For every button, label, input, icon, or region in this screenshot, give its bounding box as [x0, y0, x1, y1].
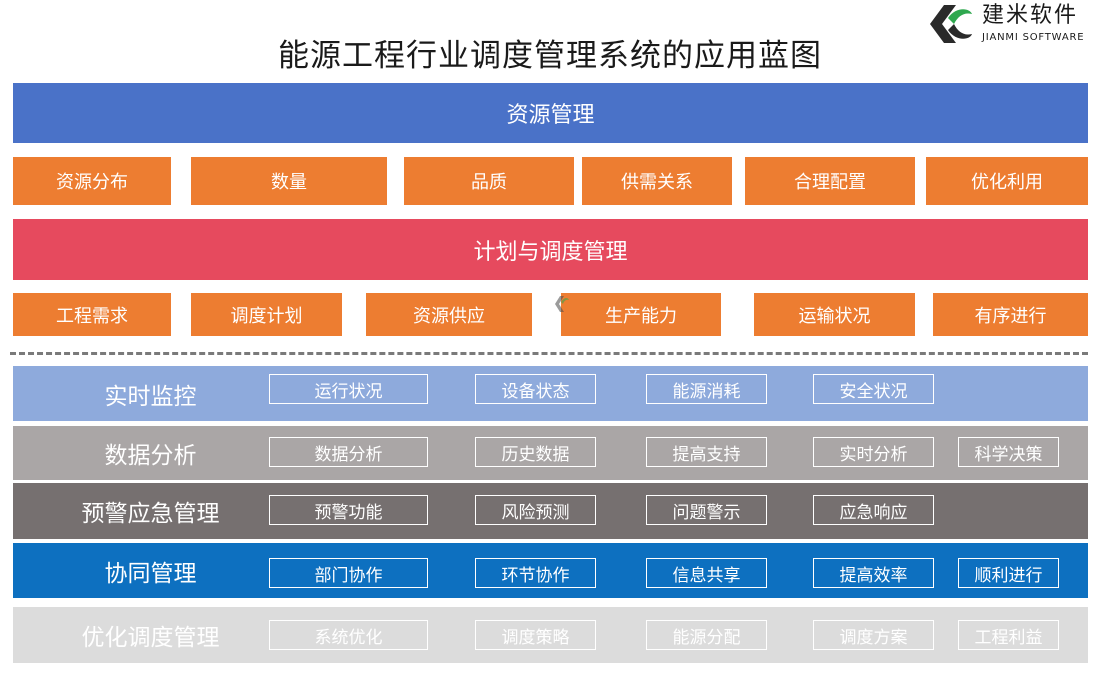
resource-item: 合理配置: [745, 157, 915, 205]
row-item: 历史数据: [475, 437, 596, 467]
row-realtime-monitoring: 实时监控 运行状况 设备状态 能源消耗 安全状况: [13, 366, 1088, 421]
plan-dispatch-bar: 计划与调度管理: [13, 219, 1088, 280]
resource-item: 数量: [191, 157, 387, 205]
watermark: [553, 294, 597, 314]
row-item: 工程利益: [958, 620, 1059, 650]
logo-subtitle: JIANMI SOFTWARE: [982, 32, 1085, 43]
plan-item: 运输状况: [754, 293, 915, 336]
row-item: 设备状态: [475, 374, 596, 404]
plan-item: 生产能力: [561, 293, 721, 336]
jianmi-logo-icon: [930, 5, 972, 43]
row-item: 应急响应: [813, 495, 934, 525]
page-title: 能源工程行业调度管理系统的应用蓝图: [278, 38, 822, 74]
plan-item: 资源供应: [366, 293, 532, 336]
row-item: 预警功能: [269, 495, 428, 525]
resource-management-bar: 资源管理: [13, 83, 1088, 143]
row-optimized-dispatch: 优化调度管理 系统优化 调度策略 能源分配 调度方案 工程利益: [13, 607, 1088, 663]
resource-item: 供需关系: [582, 157, 732, 205]
row-item: 问题警示: [646, 495, 767, 525]
row-label: 优化调度管理: [81, 625, 220, 651]
row-label: 预警应急管理: [81, 501, 220, 527]
row-label: 数据分析: [104, 443, 197, 469]
row-item: 系统优化: [269, 620, 428, 650]
plan-item: 调度计划: [191, 293, 342, 336]
row-label: 协同管理: [104, 560, 197, 587]
resource-item: 资源分布: [13, 157, 171, 205]
plan-item: 工程需求: [13, 293, 171, 336]
row-item: 信息共享: [646, 558, 767, 588]
watermark-logo-icon: [555, 296, 569, 312]
row-item: 科学决策: [958, 437, 1059, 467]
row-item: 调度方案: [813, 620, 934, 650]
row-item: 调度策略: [475, 620, 596, 650]
row-label: 实时监控: [104, 383, 197, 410]
row-warning-emergency: 预警应急管理 预警功能 风险预测 问题警示 应急响应: [13, 483, 1088, 539]
row-item: 提高效率: [813, 558, 934, 588]
row-item: 环节协作: [475, 558, 596, 588]
row-item: 部门协作: [269, 558, 428, 588]
brand-logo: 建米软件 JIANMI SOFTWARE: [926, 2, 1098, 46]
row-item: 提高支持: [646, 437, 767, 467]
plan-item: 有序进行: [933, 293, 1088, 336]
row-item: 实时分析: [813, 437, 934, 467]
row-item: 能源分配: [646, 620, 767, 650]
row-item: 能源消耗: [646, 374, 767, 404]
row-data-analysis: 数据分析 数据分析 历史数据 提高支持 实时分析 科学决策: [13, 426, 1088, 480]
row-item: 风险预测: [475, 495, 596, 525]
row-item: 运行状况: [269, 374, 428, 404]
row-item: 顺利进行: [958, 558, 1059, 588]
section-divider: [10, 352, 1088, 355]
row-item: 数据分析: [269, 437, 428, 467]
row-item: 安全状况: [813, 374, 934, 404]
resource-item: 优化利用: [926, 157, 1088, 205]
logo-name: 建米软件: [982, 3, 1079, 28]
row-collaborative-management: 协同管理 部门协作 环节协作 信息共享 提高效率 顺利进行: [13, 543, 1088, 598]
resource-item: 品质: [404, 157, 574, 205]
